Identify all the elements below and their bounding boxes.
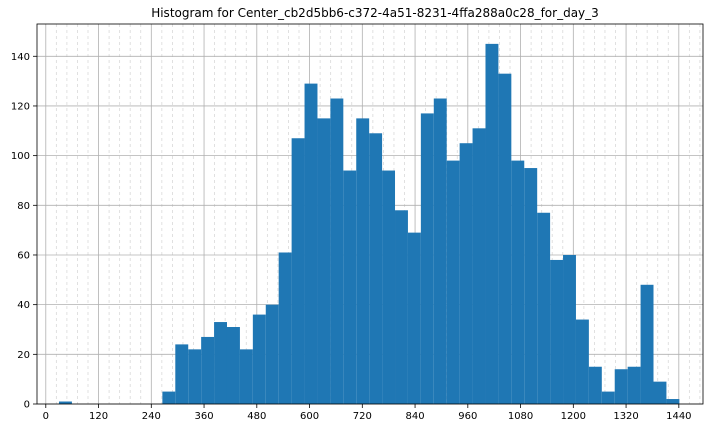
histogram-bar bbox=[472, 128, 486, 404]
histogram-bar bbox=[537, 212, 551, 404]
histogram-bar bbox=[265, 304, 279, 404]
histogram-bar bbox=[382, 170, 396, 404]
histogram-bar bbox=[175, 344, 189, 404]
histogram-bar bbox=[666, 399, 680, 404]
histogram-bar bbox=[485, 43, 499, 404]
histogram-bar bbox=[524, 168, 538, 404]
histogram-bar bbox=[459, 143, 473, 404]
histogram-bar bbox=[369, 133, 383, 404]
axes-frame bbox=[36, 23, 704, 405]
x-tick-label: 600 bbox=[300, 411, 319, 422]
histogram-bar bbox=[601, 391, 615, 404]
y-tick-label: 100 bbox=[11, 151, 30, 162]
histogram-bar bbox=[395, 210, 408, 404]
x-tick-label: 0 bbox=[43, 411, 49, 422]
histogram-bar bbox=[627, 366, 641, 404]
x-tick-label: 720 bbox=[353, 411, 372, 422]
histogram-bar bbox=[291, 138, 305, 405]
y-tick-label: 60 bbox=[17, 250, 30, 261]
histogram-bar bbox=[214, 322, 227, 404]
x-tick-label: 240 bbox=[142, 411, 161, 422]
chart-title: Histogram for Center_cb2d5bb6-c372-4a51-… bbox=[151, 6, 599, 20]
histogram-bar bbox=[252, 314, 266, 404]
histogram-bar bbox=[588, 366, 602, 404]
histogram-bar bbox=[420, 113, 434, 404]
x-tick-label: 1440 bbox=[666, 411, 691, 422]
x-tick-label: 1080 bbox=[508, 411, 533, 422]
histogram-bar bbox=[188, 349, 202, 404]
histogram-bar bbox=[330, 98, 344, 405]
x-tick-label: 840 bbox=[406, 411, 425, 422]
histogram-bar bbox=[343, 170, 357, 404]
y-tick-label: 140 bbox=[11, 52, 30, 63]
histogram-bar bbox=[550, 259, 564, 404]
histogram-bar bbox=[563, 254, 576, 404]
histogram-bar bbox=[304, 83, 318, 404]
histogram-bar bbox=[317, 118, 331, 404]
x-tick-label: 480 bbox=[247, 411, 266, 422]
histogram-bar bbox=[58, 401, 72, 404]
x-tick-label: 360 bbox=[195, 411, 214, 422]
x-tick-label: 120 bbox=[89, 411, 108, 422]
histogram-bar bbox=[407, 232, 421, 404]
x-tick-label: 960 bbox=[458, 411, 477, 422]
histogram-bar bbox=[640, 284, 654, 404]
histogram-bar bbox=[226, 327, 240, 404]
histogram-bar bbox=[278, 252, 292, 404]
y-tick-label: 120 bbox=[11, 101, 30, 112]
y-tick-label: 20 bbox=[17, 350, 30, 361]
plot-area: 0 120 240 360 480 600 720 840 960 1080 1200 1320 144… bbox=[11, 23, 704, 422]
histogram-bar bbox=[356, 118, 370, 404]
histogram-bar bbox=[201, 336, 215, 404]
x-tick-label: 1320 bbox=[613, 411, 638, 422]
y-tick-label: 0 bbox=[24, 400, 30, 411]
histogram-bar bbox=[511, 160, 525, 404]
histogram-bar bbox=[446, 160, 460, 404]
histogram-bar bbox=[239, 349, 253, 404]
histogram-bar bbox=[433, 98, 447, 405]
y-tick-label: 80 bbox=[17, 201, 30, 212]
histogram-bar bbox=[162, 391, 176, 404]
histogram-bar bbox=[575, 319, 589, 404]
histogram-bar bbox=[498, 73, 512, 404]
histogram-bar bbox=[653, 381, 667, 404]
x-tick-label: 1200 bbox=[561, 411, 586, 422]
histogram-bar bbox=[614, 369, 628, 404]
y-tick-label: 40 bbox=[17, 300, 30, 311]
